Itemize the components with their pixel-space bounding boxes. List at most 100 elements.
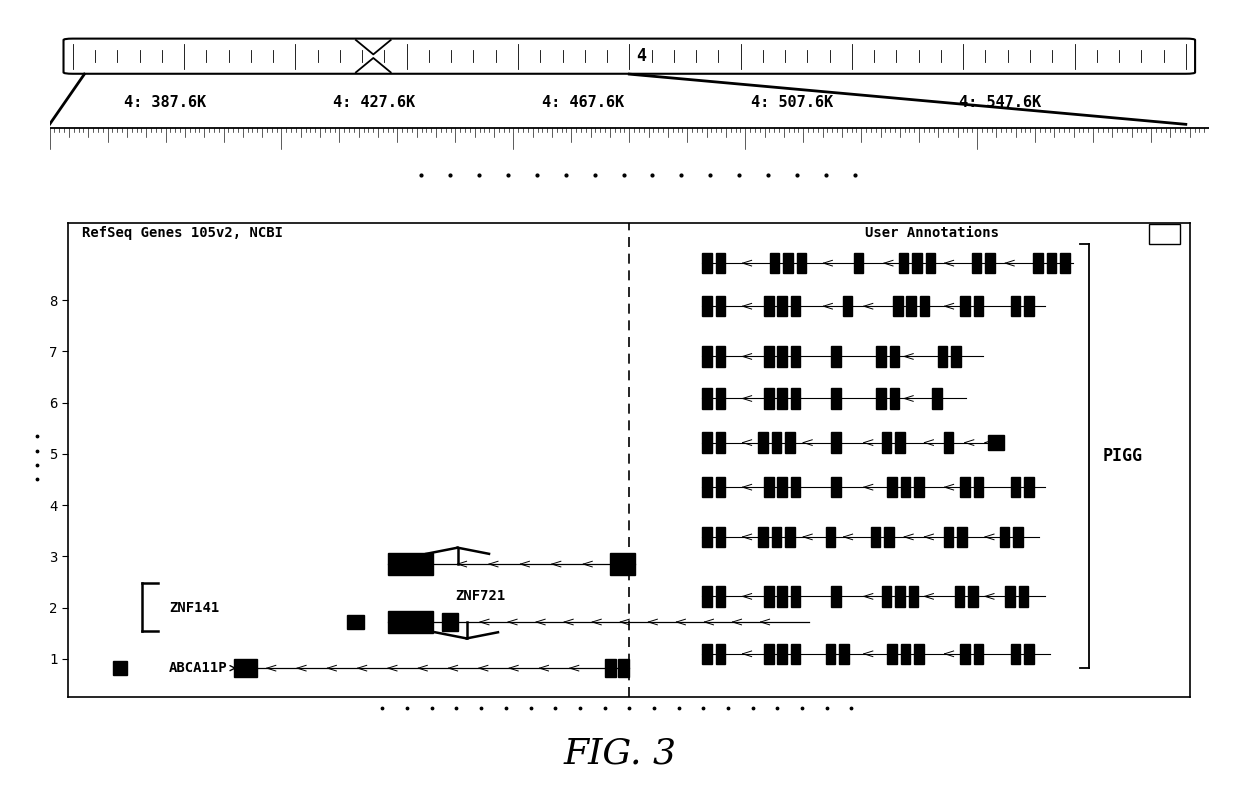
Bar — [715, 253, 725, 273]
Bar — [610, 553, 635, 575]
Text: 4: 467.6K: 4: 467.6K — [542, 95, 624, 110]
Bar — [791, 477, 801, 497]
Text: ABCA11P: ABCA11P — [169, 662, 228, 675]
Bar — [842, 296, 852, 316]
Bar — [1033, 253, 1043, 273]
Bar — [955, 586, 965, 607]
Bar — [715, 527, 725, 548]
Bar — [913, 253, 921, 273]
Bar — [346, 614, 365, 629]
Bar — [791, 346, 801, 367]
Bar — [870, 527, 880, 548]
Bar — [234, 659, 257, 677]
Bar — [932, 388, 942, 409]
Bar — [901, 477, 910, 497]
Bar — [441, 613, 458, 631]
Bar — [702, 432, 712, 453]
Bar — [914, 477, 924, 497]
Bar — [764, 643, 774, 664]
Bar — [791, 296, 801, 316]
Text: ZNF721: ZNF721 — [455, 589, 506, 603]
Bar — [388, 553, 433, 575]
Bar — [715, 643, 725, 664]
Bar — [764, 388, 774, 409]
Bar — [914, 643, 924, 664]
Bar — [901, 643, 910, 664]
Bar — [715, 346, 725, 367]
Bar — [957, 527, 966, 548]
Bar — [999, 527, 1009, 548]
Bar — [777, 388, 787, 409]
Text: 4: 547.6K: 4: 547.6K — [960, 95, 1042, 110]
Text: 4: 387.6K: 4: 387.6K — [124, 95, 207, 110]
Bar — [777, 346, 787, 367]
Bar — [973, 643, 983, 664]
Text: 4: 4 — [636, 47, 646, 65]
Text: RefSeq Genes 105v2, NCBI: RefSeq Genes 105v2, NCBI — [82, 226, 283, 241]
Text: User Annotations: User Annotations — [866, 226, 999, 241]
Bar — [605, 659, 616, 677]
Bar — [895, 432, 905, 453]
Bar — [764, 346, 774, 367]
Text: 4: 507.6K: 4: 507.6K — [750, 95, 833, 110]
Bar — [702, 346, 712, 367]
Bar — [782, 253, 792, 273]
Bar — [909, 586, 919, 607]
Bar — [759, 527, 768, 548]
Bar — [715, 296, 725, 316]
Bar — [925, 253, 935, 273]
Bar — [777, 643, 787, 664]
Bar — [1024, 643, 1034, 664]
Bar — [937, 346, 947, 367]
Bar — [831, 477, 841, 497]
Bar — [702, 527, 712, 548]
Bar — [771, 527, 781, 548]
Bar — [796, 253, 806, 273]
Bar — [785, 527, 795, 548]
Bar — [715, 477, 725, 497]
Bar — [882, 586, 892, 607]
Bar — [906, 296, 916, 316]
Bar — [764, 586, 774, 607]
Bar — [759, 432, 768, 453]
Bar — [715, 432, 725, 453]
Bar — [960, 296, 970, 316]
Bar — [899, 253, 908, 273]
Bar — [884, 527, 894, 548]
Bar — [715, 586, 725, 607]
Bar — [1011, 477, 1021, 497]
Bar — [702, 477, 712, 497]
Bar — [893, 296, 903, 316]
Bar — [960, 477, 970, 497]
Bar — [1011, 296, 1021, 316]
Bar — [968, 586, 978, 607]
Bar — [951, 346, 961, 367]
Bar — [972, 253, 981, 273]
Bar — [777, 477, 787, 497]
Bar — [113, 661, 126, 675]
Bar — [702, 296, 712, 316]
FancyBboxPatch shape — [63, 38, 1195, 74]
Bar — [895, 586, 905, 607]
Bar — [791, 388, 801, 409]
Bar — [985, 253, 994, 273]
Bar — [888, 477, 897, 497]
Bar — [785, 432, 795, 453]
Bar — [702, 586, 712, 607]
Bar — [888, 643, 897, 664]
Bar — [944, 432, 954, 453]
Bar — [702, 253, 712, 273]
Bar — [877, 388, 885, 409]
Bar — [777, 296, 787, 316]
Bar — [1149, 224, 1180, 244]
Bar — [764, 477, 774, 497]
Bar — [831, 388, 841, 409]
Bar — [1019, 586, 1028, 607]
Bar — [988, 435, 1004, 450]
Text: ZNF141: ZNF141 — [169, 601, 219, 614]
Bar — [702, 643, 712, 664]
Bar — [826, 527, 836, 548]
Bar — [889, 388, 899, 409]
Bar — [831, 432, 841, 453]
Bar — [960, 643, 970, 664]
